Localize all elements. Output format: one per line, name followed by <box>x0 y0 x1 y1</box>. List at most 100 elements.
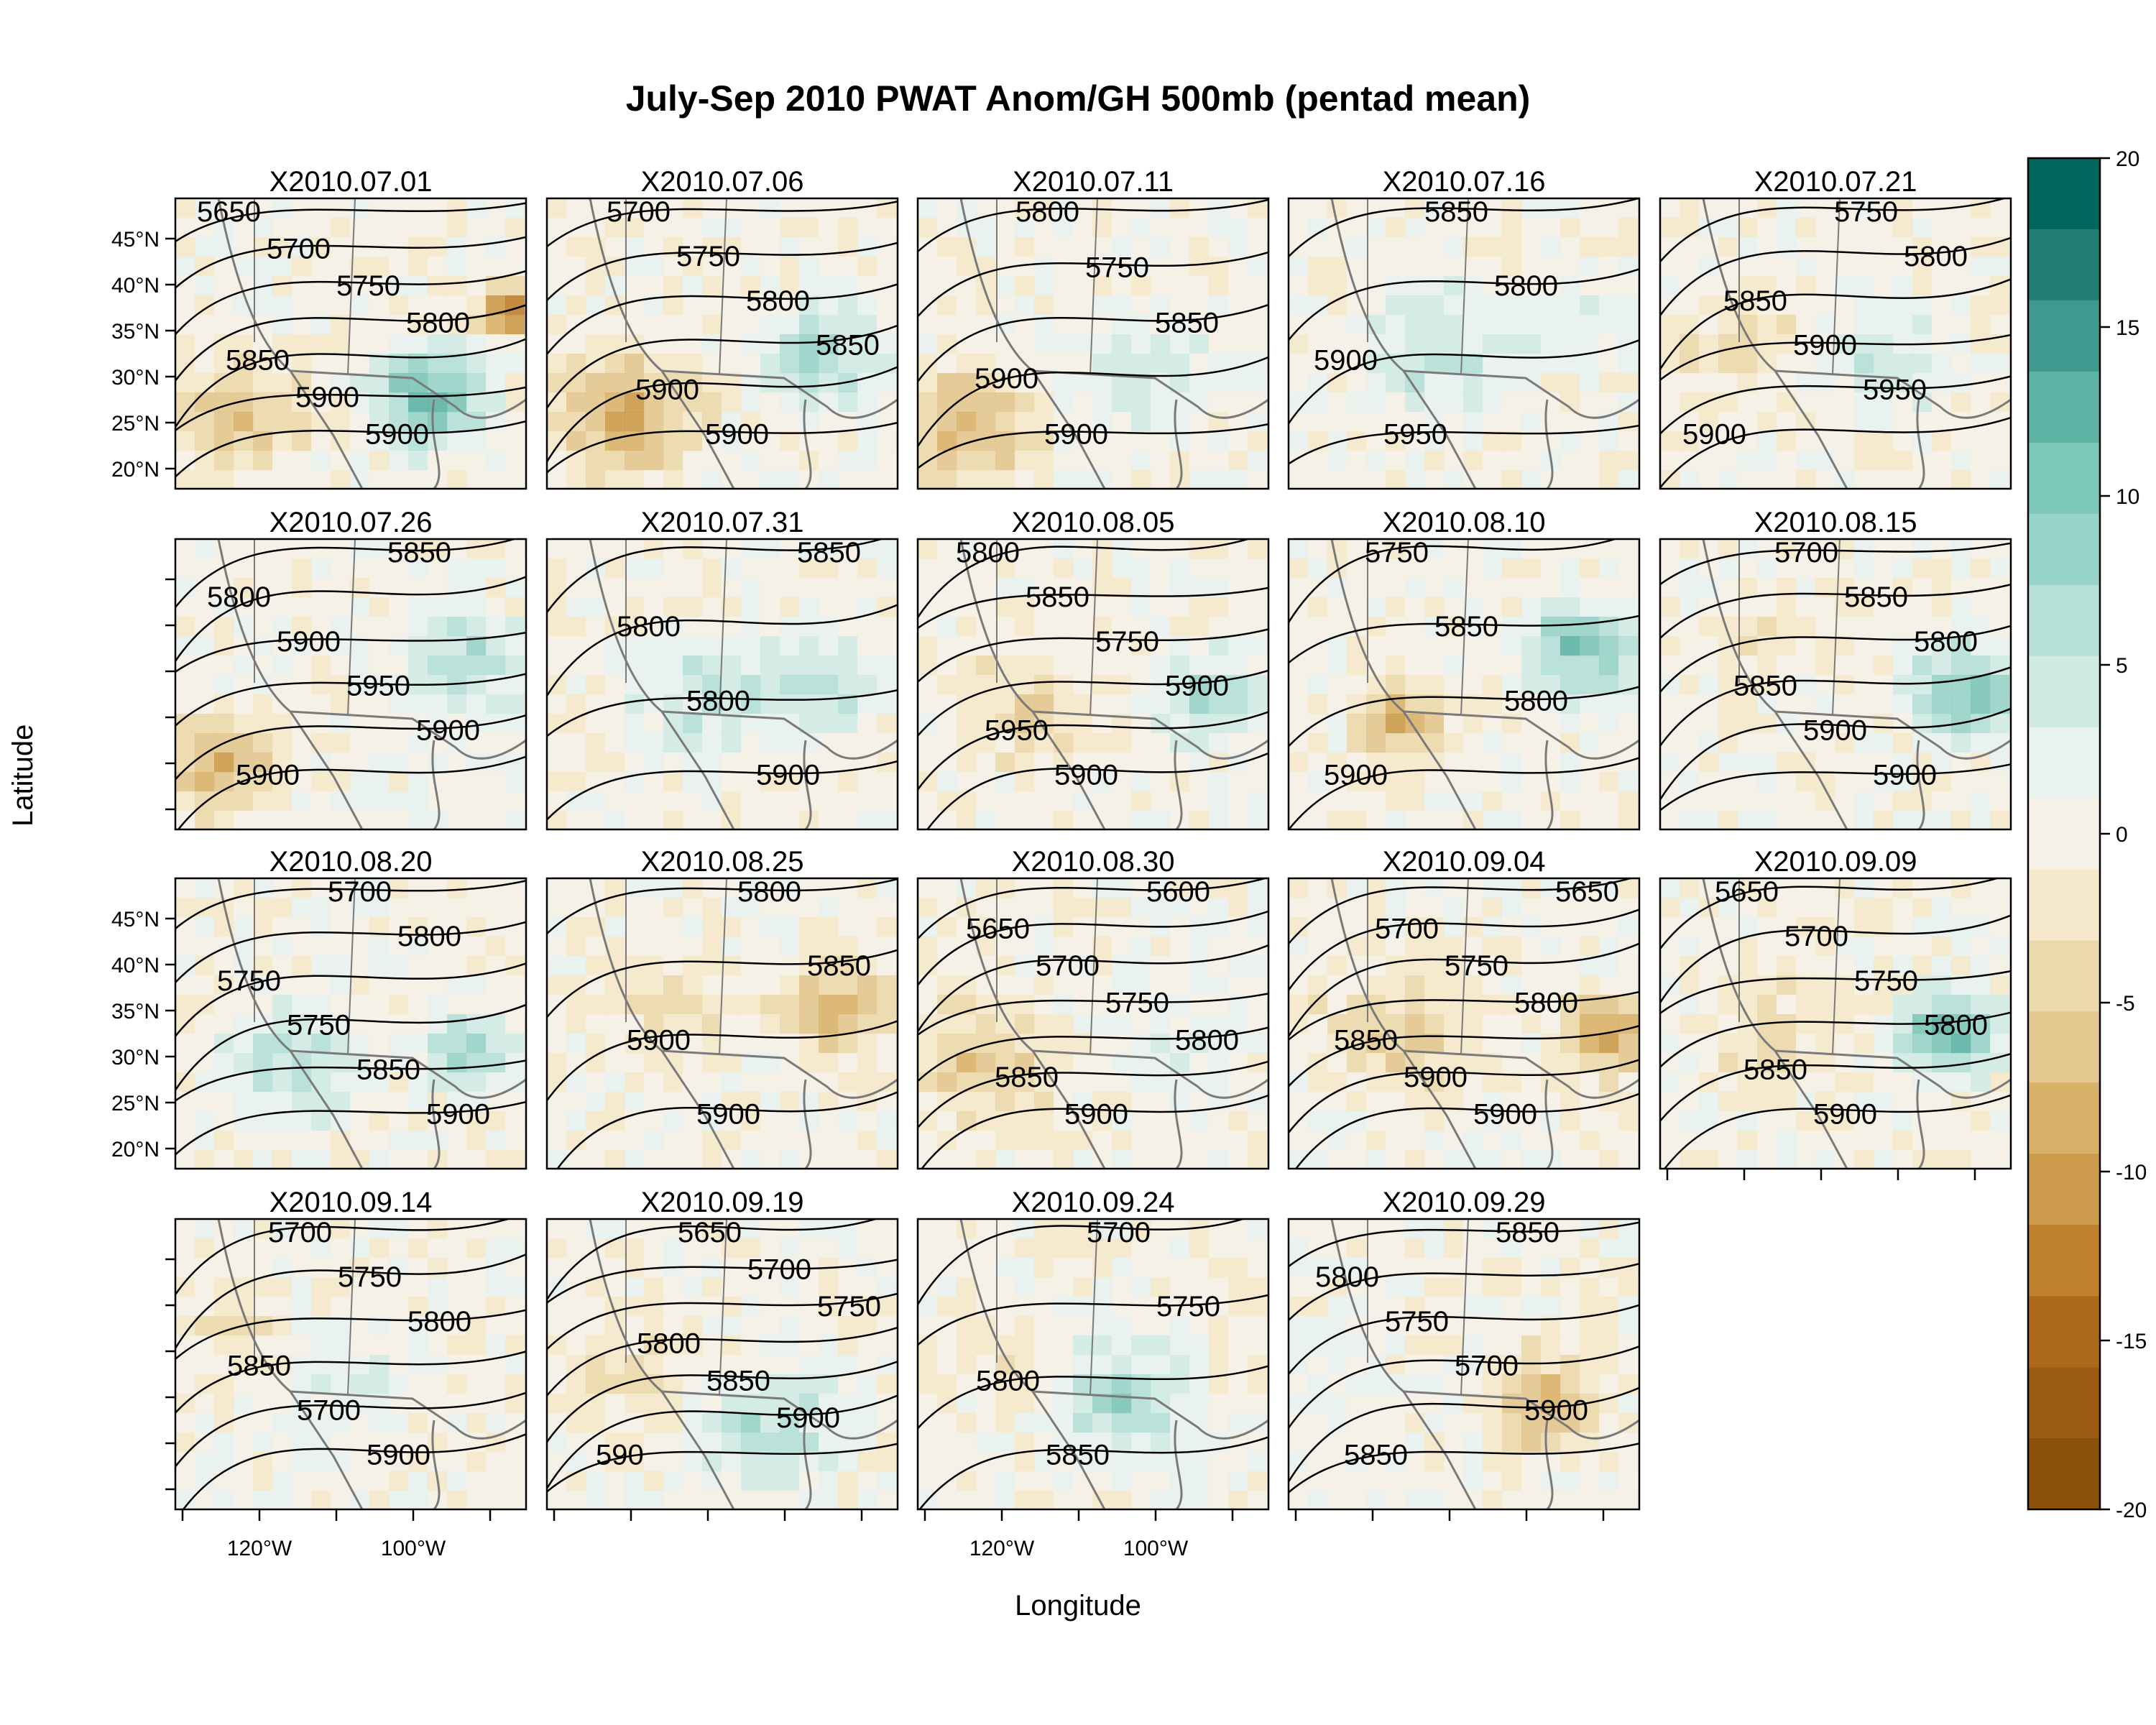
contour-label: 5700 <box>297 1395 361 1427</box>
gulf-coast <box>431 740 441 829</box>
border <box>1403 1049 1639 1099</box>
height-contour <box>918 1219 1246 1305</box>
height-contour <box>547 421 898 474</box>
gulf-coast <box>1544 1079 1554 1169</box>
border <box>661 1390 898 1440</box>
contour-label: 5850 <box>226 344 290 376</box>
contour-label: 5750 <box>1105 988 1169 1019</box>
state-lines <box>996 878 1098 1055</box>
panel-frame <box>1659 538 2012 831</box>
colorbar-swatch <box>2028 300 2100 372</box>
contour-label: 5950 <box>985 715 1049 747</box>
colorbar-swatch <box>2028 1154 2100 1226</box>
contour-label: 5900 <box>426 1098 490 1130</box>
height-contour <box>547 283 898 355</box>
height-contour <box>547 1219 879 1300</box>
colorbar-swatch <box>2028 1011 2100 1084</box>
contour-label: 5850 <box>1334 1024 1398 1056</box>
panel-title: X2010.08.25 <box>641 846 804 878</box>
contour-label: 5900 <box>1165 671 1229 702</box>
contour-label: 5800 <box>1504 685 1568 717</box>
colorbar-tick-label: 15 <box>2116 316 2139 340</box>
panel-frame <box>916 538 1270 831</box>
gulf-coast <box>803 740 812 829</box>
contour-label: 5900 <box>1324 759 1388 791</box>
height-contour <box>918 251 1268 318</box>
gulf-coast <box>1544 740 1554 829</box>
contour-label: 5800 <box>956 537 1020 569</box>
height-contour <box>1289 1221 1639 1267</box>
height-contour <box>547 324 898 409</box>
contour-label: 5700 <box>1455 1351 1519 1382</box>
gulf-coast <box>1916 1079 1925 1169</box>
height-contour <box>918 1365 1268 1430</box>
height-contour <box>918 198 1268 252</box>
contour-label: 5750 <box>287 1010 351 1041</box>
contour-label: 5800 <box>1914 626 1978 658</box>
contour-label: 5650 <box>1715 876 1779 908</box>
height-contour <box>1660 878 2000 949</box>
coastline <box>1330 198 1477 489</box>
contour-label: 5850 <box>1496 1217 1560 1248</box>
border <box>290 1390 526 1440</box>
panel-frame <box>1287 538 1641 831</box>
panel-title: X2010.09.19 <box>641 1187 804 1218</box>
gulf-coast <box>1174 1079 1183 1169</box>
contour-label: 5900 <box>365 418 429 450</box>
contour-label: 5800 <box>207 581 271 613</box>
contour-label: 5850 <box>1424 196 1488 228</box>
colorbar-swatch <box>2028 229 2100 301</box>
lat-tick-label: 45°N <box>111 908 160 932</box>
height-contour <box>547 1020 898 1102</box>
contour-label: 5750 <box>1445 950 1508 982</box>
contour-label: 5850 <box>227 1351 291 1382</box>
height-contour <box>175 270 526 335</box>
lon-tick-label: 120°W <box>227 1537 292 1560</box>
panel-title: X2010.08.30 <box>1012 846 1175 878</box>
coastline <box>589 1219 735 1509</box>
height-contour <box>175 539 517 608</box>
contour-label: 5900 <box>975 363 1038 395</box>
height-contour <box>918 1436 1268 1509</box>
height-contour <box>1289 1263 1639 1321</box>
lat-tick-label: 25°N <box>111 412 160 436</box>
colorbar-swatch <box>2028 798 2100 870</box>
height-contour <box>1660 914 2011 1003</box>
state-lines <box>996 539 1098 716</box>
height-contour <box>175 1254 526 1349</box>
contour-label: 5900 <box>367 1439 430 1471</box>
height-contour <box>1660 666 2011 747</box>
height-contour <box>175 1059 526 1102</box>
contour-label: 5850 <box>995 1062 1059 1093</box>
figure-title: July-Sep 2010 PWAT Anom/GH 500mb (pentad… <box>625 78 1531 119</box>
border <box>290 369 526 419</box>
contour-label: 5900 <box>1404 1062 1468 1093</box>
height-contour <box>918 1026 1268 1082</box>
gulf-coast <box>1544 1420 1554 1509</box>
border <box>661 1049 898 1099</box>
contour-label: 5850 <box>816 330 880 362</box>
panel-frame <box>1659 877 2012 1170</box>
panel-frame <box>916 197 1270 490</box>
height-contour <box>1660 625 2011 693</box>
height-contour <box>1660 707 2011 801</box>
height-contour <box>1289 1304 1639 1375</box>
panel-title: X2010.07.31 <box>641 507 804 538</box>
gulf-coast <box>431 1420 441 1509</box>
contour-label: 5750 <box>1365 537 1429 569</box>
contour-label: 5650 <box>197 196 261 228</box>
gulf-coast <box>1544 399 1554 489</box>
contour-label: 5800 <box>637 1328 701 1360</box>
colorbar-tick-label: -5 <box>2116 992 2135 1016</box>
height-contour <box>918 944 1268 1032</box>
panel-title: X2010.08.05 <box>1012 507 1175 538</box>
contour-label: 5800 <box>1514 988 1578 1019</box>
